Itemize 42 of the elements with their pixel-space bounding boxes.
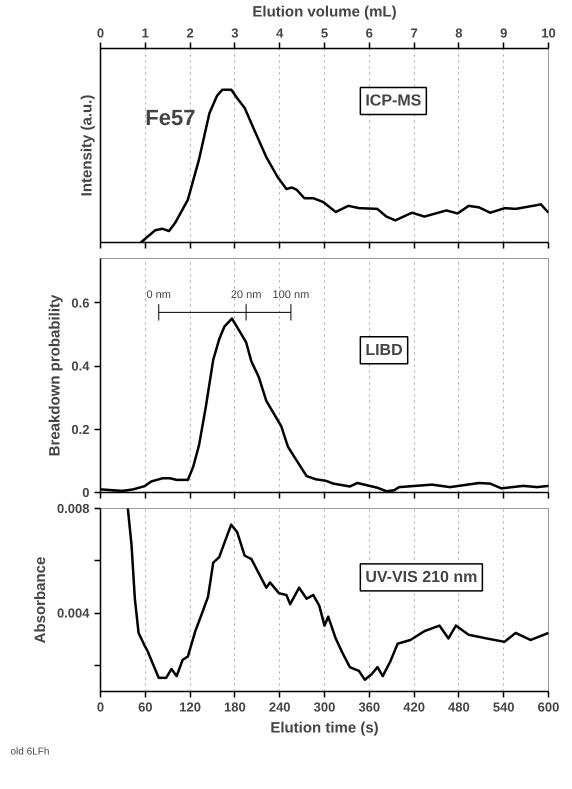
y-tick-label: 0.6 bbox=[71, 295, 90, 310]
y-axis-title: Absorbance bbox=[32, 556, 49, 644]
x-tick-label: 60 bbox=[138, 700, 153, 714]
y-tick-label: 0.004 bbox=[56, 606, 90, 621]
x-tick-label: 4 bbox=[276, 26, 284, 40]
annotation: ICP-MS bbox=[365, 92, 422, 110]
x-tick-label: 2 bbox=[186, 26, 194, 40]
x-tick-label: 9 bbox=[500, 26, 508, 40]
y-axis-title: Breakdown probability bbox=[46, 294, 64, 456]
x-tick-label: 5 bbox=[320, 26, 328, 40]
x-tick-label: 600 bbox=[538, 700, 560, 714]
x-tick-label: 0 bbox=[96, 26, 104, 40]
x-tick-label: 1 bbox=[142, 26, 149, 40]
x-tick-label: 540 bbox=[492, 700, 515, 714]
y-axis-title: Intensity (a.u.) bbox=[78, 94, 96, 196]
x-tick-label: 420 bbox=[403, 700, 425, 714]
x-tick-label: 3 bbox=[231, 26, 239, 40]
x-tick-label: 6 bbox=[366, 26, 373, 40]
y-tick-label: 0.2 bbox=[71, 422, 90, 437]
x-tick-label: 180 bbox=[224, 700, 246, 714]
annotation: 0 nm bbox=[146, 288, 171, 301]
y-tick-label: 0.4 bbox=[71, 358, 90, 374]
x-tick-label: 120 bbox=[179, 700, 201, 714]
y-tick-label: 0.008 bbox=[56, 501, 90, 516]
x-tick-label: 480 bbox=[448, 700, 470, 714]
x-tick-label: 0 bbox=[96, 700, 104, 714]
x-tick-label: 240 bbox=[268, 700, 291, 714]
x-tick-label: 8 bbox=[455, 26, 463, 40]
annotation: LIBD bbox=[365, 342, 403, 359]
line-series bbox=[126, 508, 548, 681]
annotation: UV-VIS 210 nm bbox=[365, 568, 478, 586]
annotation: 20 nm bbox=[230, 288, 262, 301]
x-tick-label: 10 bbox=[541, 26, 556, 40]
text: old 6LFh bbox=[10, 746, 50, 758]
annotation: 100 nm bbox=[272, 288, 310, 301]
x-axis-title: Elution time (s) bbox=[270, 720, 379, 736]
x-tick-label: 360 bbox=[358, 700, 380, 714]
annotation: Fe57 bbox=[145, 104, 196, 130]
x-axis-title: Elution volume (mL) bbox=[252, 4, 397, 20]
x-tick-label: 300 bbox=[314, 700, 336, 714]
x-tick-label: 7 bbox=[410, 26, 418, 40]
y-tick-label: 0 bbox=[82, 485, 90, 500]
